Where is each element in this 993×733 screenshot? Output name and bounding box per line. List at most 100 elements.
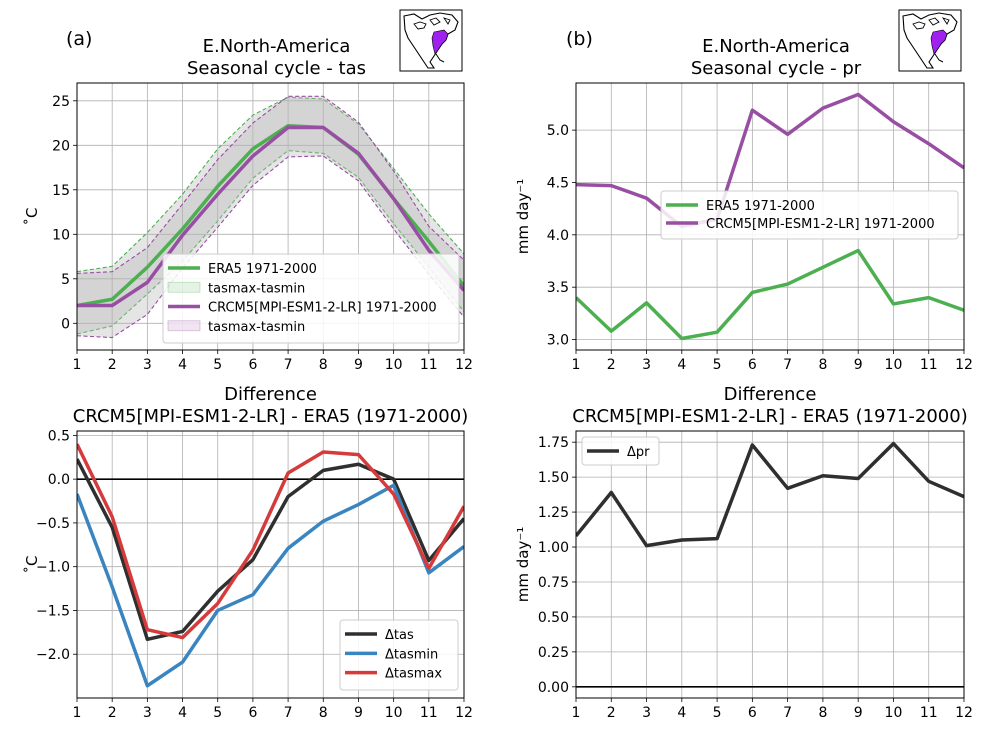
chart-title-line2: Seasonal cycle - tas: [187, 58, 366, 79]
y-tick-label: −2.0: [36, 647, 70, 663]
legend-label: Δpr: [627, 445, 650, 460]
legend: ERA5 1971-2000 CRCM5[MPI-ESM1-2-LR] 1971-…: [660, 190, 959, 240]
axes-frame: [575, 82, 965, 351]
legend: Δpr: [581, 436, 660, 466]
legend-box: [162, 253, 460, 344]
band-bound-line: [77, 155, 464, 339]
x-tick-label: 9: [854, 705, 863, 721]
x-tick-label: 4: [677, 357, 686, 373]
caribbean-outline: [435, 53, 445, 63]
x-tick-label: 2: [108, 705, 117, 721]
x-tick-label: 11: [420, 705, 438, 721]
y-tick-label: −1.0: [36, 560, 70, 576]
y-tick-label: 15: [52, 183, 70, 199]
y-tick-label: 20: [52, 138, 70, 154]
x-tick-label: 11: [920, 705, 938, 721]
caribbean-outline: [934, 53, 944, 63]
legend-box: [660, 190, 959, 240]
y-tick-label: 0.0: [48, 472, 70, 488]
x-tick-label: 9: [854, 357, 863, 373]
x-tick-label: 8: [319, 705, 328, 721]
x-tick-label: 3: [642, 357, 651, 373]
x-tick-label: 2: [108, 357, 117, 373]
x-tick-label: 5: [213, 705, 222, 721]
x-tick-label: 10: [385, 705, 403, 721]
legend-label: tasmax-tasmin: [208, 320, 305, 335]
chart-title-line1: Difference: [224, 384, 317, 405]
panel-label-b: (b): [566, 28, 593, 50]
x-tick-label: 4: [677, 705, 686, 721]
plot-area: [576, 441, 964, 688]
east-north-america-region: [431, 29, 449, 55]
x-tick-label: 10: [385, 357, 403, 373]
axes-frame: [76, 82, 465, 351]
x-tick-label: 9: [354, 357, 363, 373]
x-tick-label: 3: [143, 705, 152, 721]
y-tick-label: 0: [61, 316, 70, 332]
y-tick-label: 4.0: [547, 228, 569, 244]
y-axis-label: ˚C: [23, 208, 41, 226]
legend-label: CRCM5[MPI-ESM1-2-LR] 1971-2000: [706, 217, 935, 232]
x-tick-label: 10: [885, 357, 903, 373]
chart-title-line2: CRCM5[MPI-ESM1-2-LR] - ERA5 (1971-2000): [572, 406, 967, 427]
legend-swatch-patch: [167, 320, 201, 332]
x-tick-label: 7: [783, 357, 792, 373]
axes-frame: [76, 430, 465, 699]
y-tick-label: 3.0: [547, 333, 569, 349]
x-tick-label: 5: [713, 357, 722, 373]
y-tick-label: 25: [52, 94, 70, 110]
legend-label: Δtasmax: [385, 667, 442, 682]
x-tick-label: 8: [818, 705, 827, 721]
x-tick-label: 7: [783, 705, 792, 721]
band-tasmax-tasmin: [77, 97, 464, 334]
x-tick-label: 2: [607, 357, 616, 373]
x-tick-label: 1: [572, 705, 581, 721]
legend: Δtas Δtasmin Δtasmax: [339, 619, 459, 691]
chart-tas-diff: 1 2 3 4 5 6 7 8 9 10 11 12−2.0−1.5−1.0−0.50.00.5Dif…: [23, 384, 473, 721]
east-north-america-region: [930, 29, 948, 55]
x-tick-label: 5: [713, 705, 722, 721]
y-tick-label: 0.25: [538, 645, 569, 661]
chart-title-line1: E.North-America: [702, 36, 850, 57]
chart-title-line1: Difference: [724, 384, 817, 405]
series-line: [77, 443, 464, 640]
y-tick-label: 1.00: [538, 540, 569, 556]
legend-label: ERA5 1971-2000: [706, 199, 815, 214]
x-tick-label: 8: [818, 357, 827, 373]
x-tick-label: 12: [455, 705, 473, 721]
chart-pr-diff: 1 2 3 4 5 6 7 8 9 10 11 120.000.250.500.751.001.251…: [514, 384, 973, 721]
x-tick-label: 8: [319, 357, 328, 373]
x-tick-label: 6: [748, 357, 757, 373]
legend-label: tasmax-tasmin: [208, 281, 305, 296]
y-tick-label: 3.5: [547, 280, 569, 296]
series-line: [77, 483, 464, 688]
x-tick-label: 1: [73, 705, 82, 721]
x-tick-label: 12: [955, 357, 973, 373]
y-tick-label: 0.75: [538, 575, 569, 591]
y-axis-label: mm day⁻¹: [514, 527, 532, 603]
band-bound-line: [77, 95, 464, 275]
lakes-coastline: [413, 17, 451, 30]
x-tick-label: 11: [420, 357, 438, 373]
chart-tas-cycle: 1 2 3 4 5 6 7 8 9 10 11 120510152025E.North-America…: [23, 36, 473, 373]
y-tick-label: 5.0: [547, 123, 569, 139]
y-tick-label: 5: [61, 272, 70, 288]
legend-label: Δtas: [385, 628, 414, 643]
axes-frame: [575, 430, 965, 699]
x-tick-label: 3: [143, 357, 152, 373]
x-tick-label: 10: [885, 705, 903, 721]
x-tick-label: 4: [178, 705, 187, 721]
y-tick-label: 0.5: [48, 428, 70, 444]
y-axis-label: mm day⁻¹: [514, 179, 532, 255]
series-line: [576, 248, 964, 341]
x-tick-label: 12: [455, 357, 473, 373]
y-tick-label: 0.50: [538, 610, 569, 626]
x-tick-label: 7: [284, 357, 293, 373]
plot-area: [576, 92, 964, 341]
legend-swatch-patch: [167, 281, 201, 293]
panel-label-a: (a): [66, 28, 92, 50]
y-tick-label: 1.25: [538, 505, 569, 521]
series-line: [77, 458, 464, 642]
y-tick-label: −0.5: [36, 516, 70, 532]
